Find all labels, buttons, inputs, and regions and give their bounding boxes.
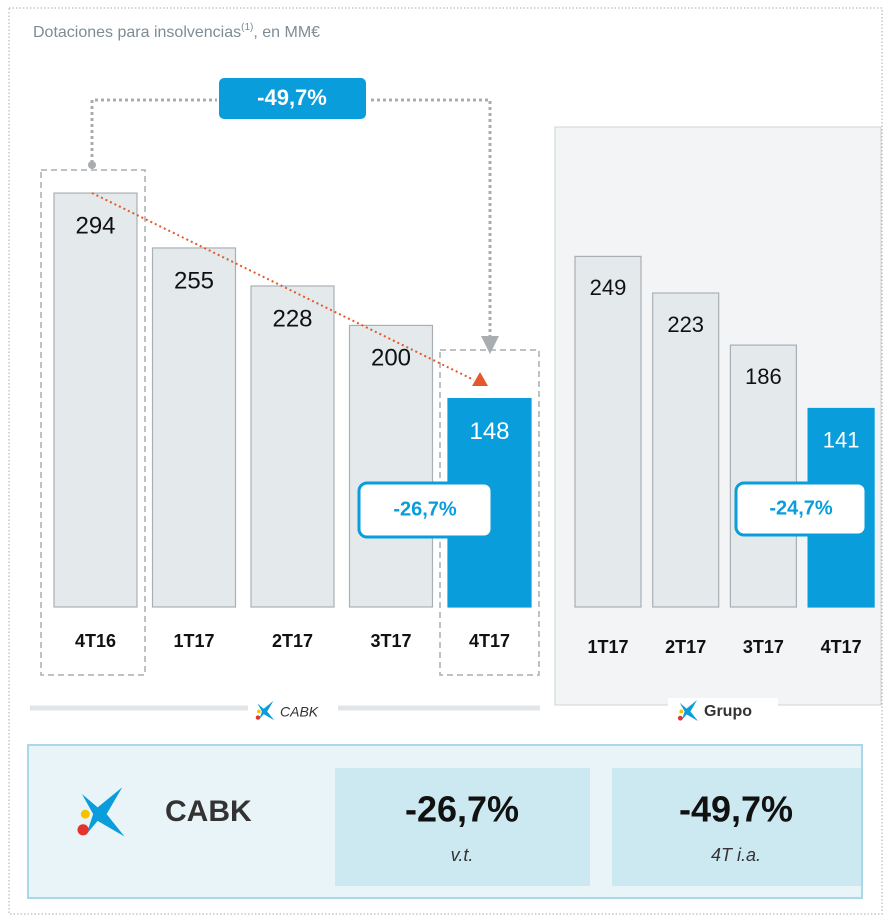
- annotation-box: [357, 481, 494, 539]
- group-label: Grupo: [704, 703, 752, 720]
- value-label: 228: [272, 305, 312, 332]
- bar: [348, 324, 434, 608]
- value-label: 294: [75, 212, 115, 239]
- value-label: 141: [823, 427, 860, 452]
- summary-box: [612, 768, 861, 886]
- value-label: 200: [371, 345, 411, 372]
- category-label: 2T17: [665, 637, 706, 657]
- connector: [90, 98, 499, 354]
- category-label: 3T17: [370, 631, 411, 651]
- summary-value: -26,7%: [405, 789, 519, 830]
- title: Dotaciones para insolvencias(1), en MM€: [33, 22, 320, 42]
- bar: [250, 285, 335, 608]
- connector-dot: [88, 161, 96, 169]
- annotation-box: [217, 76, 368, 121]
- summary-label: CABK: [165, 795, 252, 828]
- category-label: 3T17: [743, 637, 784, 657]
- bar: [53, 192, 138, 608]
- value-label: 255: [174, 267, 214, 294]
- category-label: 4T17: [469, 631, 510, 651]
- summary-box: [335, 768, 590, 886]
- bar: [652, 292, 720, 608]
- value-label: 186: [745, 364, 782, 389]
- category-label: 1T17: [173, 631, 214, 651]
- trend-line: [91, 192, 475, 381]
- value-label: 148: [469, 418, 509, 445]
- annotation: -26,7%: [393, 498, 457, 520]
- summary-caption: v.t.: [451, 845, 474, 865]
- annotation: -24,7%: [769, 497, 833, 519]
- category-label: 1T17: [587, 637, 628, 657]
- annotation-box: [734, 481, 868, 537]
- frame: [8, 7, 883, 915]
- annotation: -49,7%: [257, 85, 327, 110]
- highlight-box: [40, 169, 146, 676]
- category-label: 4T16: [75, 631, 116, 651]
- bar: [729, 344, 798, 608]
- summary-caption: 4T i.a.: [711, 845, 761, 865]
- category-label: 4T17: [821, 637, 862, 657]
- category-label: 2T17: [272, 631, 313, 651]
- summary-value: -49,7%: [679, 789, 793, 830]
- group-label: CABK: [280, 704, 319, 720]
- value-label: 223: [667, 312, 704, 337]
- value-label: 249: [590, 275, 627, 300]
- trend-arrow: [472, 372, 488, 386]
- bar: [151, 247, 237, 608]
- bar: [574, 255, 642, 608]
